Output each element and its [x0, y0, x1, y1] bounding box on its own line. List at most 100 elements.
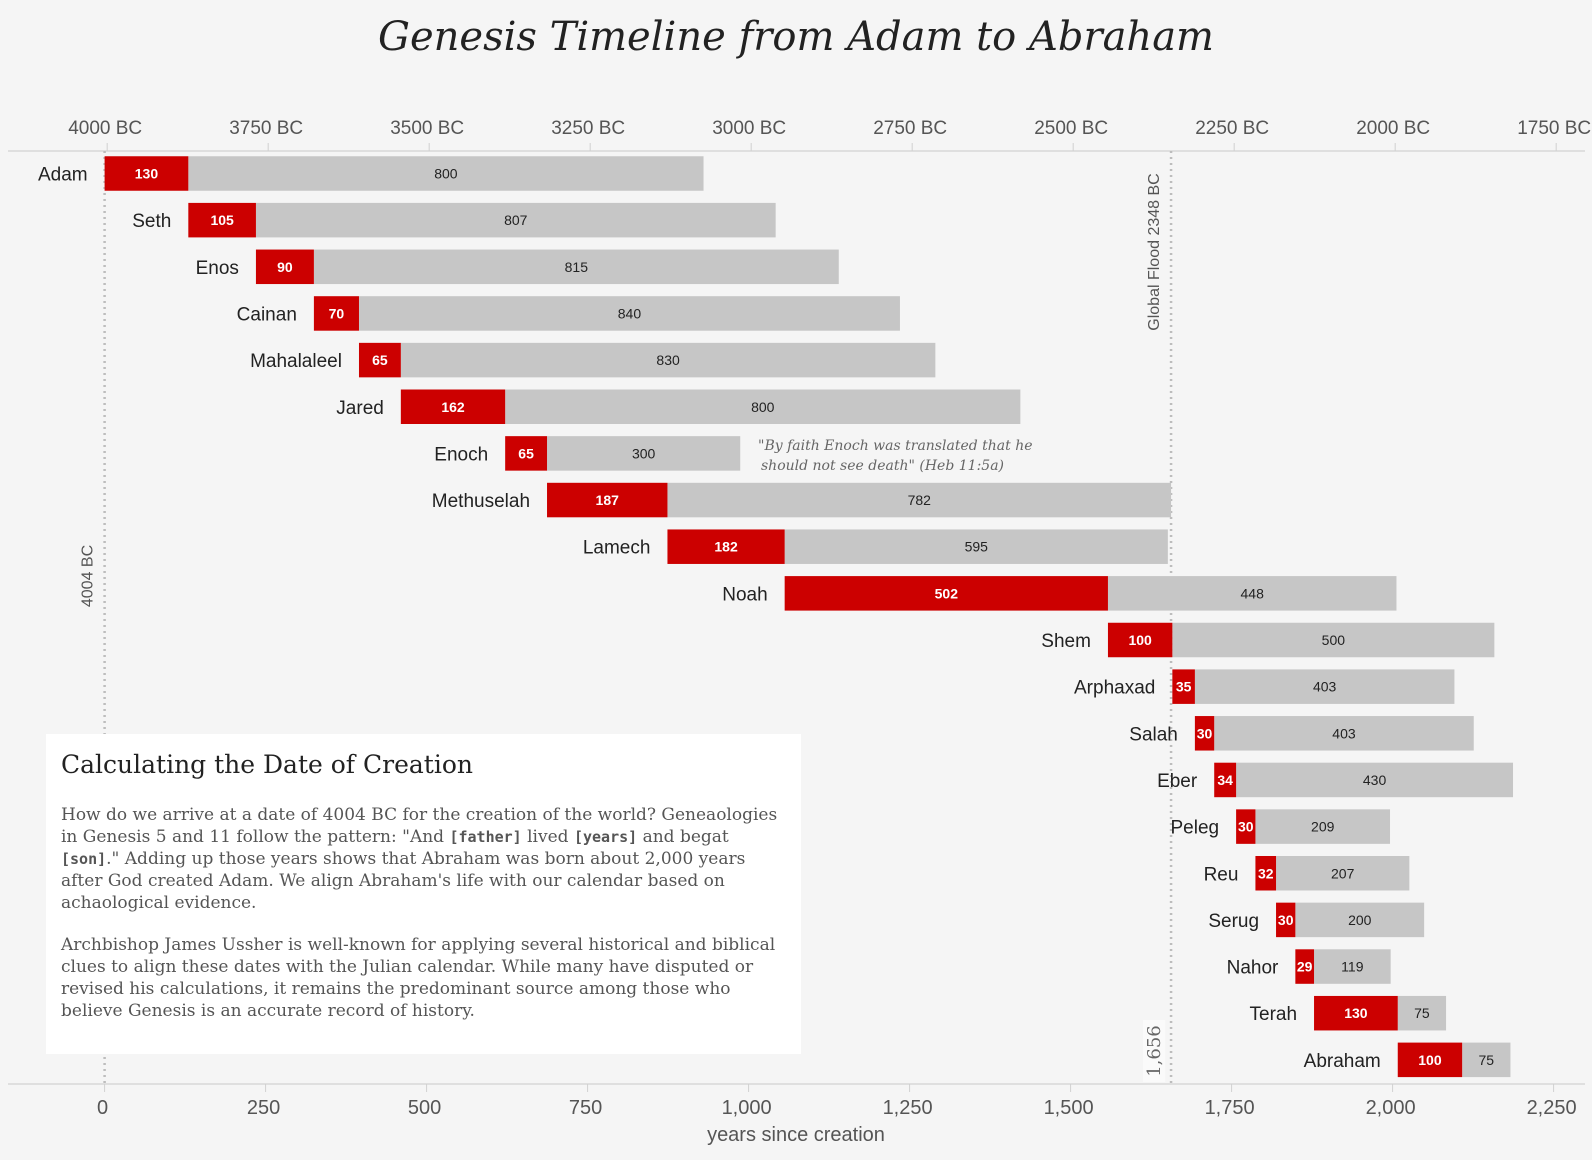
remaining-years-label: 800: [751, 399, 775, 415]
info-box-heading: Calculating the Date of Creation: [61, 750, 473, 779]
age-at-son-label: 30: [1197, 725, 1213, 741]
info-box-paragraph-2: Archbishop James Ussher is well-known fo…: [61, 935, 776, 1021]
age-at-son-label: 130: [1344, 1005, 1368, 1021]
top-axis-tick-label: 3750 BC: [229, 118, 303, 139]
top-axis-tick-label: 2250 BC: [1195, 118, 1269, 139]
remaining-years-bar: [358, 296, 900, 331]
row-label: Enos: [196, 258, 239, 279]
bottom-axis-tick-label: 0: [97, 1097, 108, 1119]
age-at-son-bar: [400, 389, 506, 424]
top-axis-tick-label: 4000 BC: [68, 118, 142, 139]
row-label: Noah: [722, 584, 767, 605]
p1-code-years: [years]: [573, 828, 638, 846]
age-at-son-bar: [1314, 995, 1398, 1031]
row-label: Peleg: [1170, 818, 1219, 839]
remaining-years-label: 840: [618, 305, 642, 321]
age-at-son-label: 100: [1418, 1052, 1442, 1068]
age-at-son-bar: [1255, 856, 1277, 891]
remaining-years-label: 200: [1348, 912, 1372, 928]
remaining-years-bar: [784, 529, 1168, 564]
remaining-years-label: 807: [504, 212, 528, 228]
age-at-son-bar: [255, 249, 314, 285]
flood-label: Global Flood 2348 BC: [1146, 173, 1163, 330]
enoch-annotation-line1: "By faith Enoch was translated that he: [758, 438, 1033, 454]
age-at-son-label: 182: [714, 539, 738, 555]
age-at-son-bar: [1397, 1042, 1463, 1078]
p1-text-d: ." Adding up those years shows that Abra…: [61, 849, 746, 913]
remaining-years-bar: [1462, 1042, 1511, 1078]
row-label: Mahalaleel: [250, 351, 342, 372]
remaining-years-label: 782: [908, 492, 932, 508]
remaining-years-label: 800: [434, 166, 458, 182]
age-at-son-bar: [505, 436, 548, 471]
remaining-years-bar: [1276, 856, 1410, 891]
row-label: Seth: [132, 211, 171, 232]
age-at-son-bar: [1172, 669, 1195, 704]
bottom-axis-tick-label: 1,000: [722, 1097, 772, 1119]
top-axis-tick-label: 2500 BC: [1034, 118, 1108, 139]
age-at-son-bar: [547, 482, 668, 518]
row-label: Enoch: [434, 444, 488, 465]
remaining-years-bar: [505, 389, 1021, 424]
remaining-years-bar: [1214, 716, 1474, 751]
remaining-years-bar: [313, 249, 839, 285]
age-at-son-label: 90: [277, 259, 293, 275]
bottom-axis-tick-label: 1,250: [883, 1097, 933, 1119]
remaining-years-bar: [1172, 622, 1495, 658]
row-label: Cainan: [237, 304, 297, 325]
enoch-annotation-line2: should not see death" (Heb 11:5a): [761, 458, 1005, 474]
bottom-axis-tick-label: 2,000: [1366, 1097, 1416, 1119]
top-axis-tick-label: 2000 BC: [1356, 118, 1430, 139]
bottom-axis-tick-label: 2,250: [1527, 1097, 1577, 1119]
bottom-axis-tick-label: 1,500: [1044, 1097, 1094, 1119]
p1-code-father: [father]: [449, 828, 522, 846]
age-at-son-bar: [1214, 762, 1237, 798]
remaining-years-bar: [547, 436, 741, 471]
p1-text-c: and begat: [637, 827, 729, 847]
remaining-years-label: 207: [1331, 865, 1355, 881]
row-label: Salah: [1129, 724, 1178, 745]
row-label: Lamech: [583, 538, 651, 559]
age-at-son-label: 65: [372, 352, 388, 368]
remaining-years-bar: [1295, 902, 1425, 938]
remaining-years-bar: [1255, 809, 1391, 844]
age-at-son-label: 105: [210, 212, 234, 228]
remaining-years-label: 500: [1322, 632, 1346, 648]
p1-text-a: How do we arrive at a date of 4004 BC fo…: [61, 805, 778, 847]
bottom-axis-tick-label: 750: [569, 1097, 602, 1119]
remaining-years-bar: [1194, 669, 1455, 704]
row-label: Methuselah: [432, 491, 530, 512]
top-axis-tick-label: 3500 BC: [390, 118, 464, 139]
remaining-years-bar: [1107, 576, 1397, 611]
info-box-paragraph-1: How do we arrive at a date of 4004 BC fo…: [61, 804, 786, 914]
top-axis-tick-label: 3250 BC: [551, 118, 625, 139]
remaining-years-label: 595: [965, 539, 989, 555]
remaining-years-label: 119: [1341, 959, 1364, 975]
age-at-son-label: 70: [329, 305, 345, 321]
bottom-axis-tick-label: 1,750: [1205, 1097, 1255, 1119]
age-at-son-label: 100: [1128, 632, 1152, 648]
creation-date-label: 4004 BC: [80, 545, 97, 607]
x-axis-label: years since creation: [707, 1124, 885, 1146]
p1-code-son: [son]: [61, 850, 107, 868]
row-label: Serug: [1208, 911, 1259, 932]
age-at-son-label: 130: [135, 166, 159, 182]
row-label: Adam: [38, 165, 88, 186]
age-at-son-label: 162: [441, 399, 465, 415]
age-at-son-bar: [1295, 949, 1315, 984]
row-label: Terah: [1250, 1004, 1298, 1025]
age-at-son-bar: [1194, 716, 1215, 751]
age-at-son-label: 34: [1217, 772, 1233, 788]
remaining-years-label: 403: [1313, 679, 1337, 695]
remaining-years-label: 403: [1332, 725, 1356, 741]
info-box: Calculating the Date of Creation How do …: [46, 734, 801, 1054]
remaining-years-bar: [1314, 949, 1391, 984]
age-at-son-bar: [358, 342, 401, 378]
age-at-son-label: 502: [935, 585, 959, 601]
flood-year-label: 1,656: [1144, 1025, 1165, 1077]
age-at-son-label: 29: [1297, 959, 1313, 975]
row-label: Reu: [1204, 864, 1239, 885]
top-axis-tick-label: 2750 BC: [873, 118, 947, 139]
age-at-son-label: 65: [518, 445, 534, 461]
remaining-years-bar: [400, 342, 936, 378]
